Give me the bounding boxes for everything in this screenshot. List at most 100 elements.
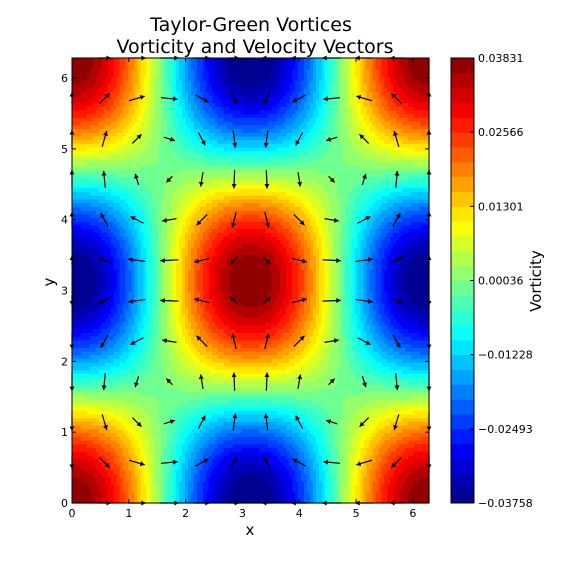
heatmap-cell bbox=[101, 254, 106, 259]
heatmap-cell bbox=[74, 362, 79, 367]
heatmap-cell bbox=[92, 350, 97, 356]
heatmap-cell bbox=[89, 87, 94, 92]
heatmap-cell bbox=[101, 432, 106, 437]
heatmap-cell bbox=[122, 180, 127, 185]
heatmap-cell bbox=[116, 224, 121, 230]
heatmap-cell bbox=[95, 187, 100, 193]
heatmap-cell bbox=[77, 58, 82, 63]
heatmap-cell bbox=[98, 469, 103, 474]
heatmap-cell bbox=[125, 358, 130, 363]
heatmap-cell bbox=[86, 391, 91, 397]
heatmap-cell bbox=[113, 210, 118, 215]
heatmap-cell bbox=[98, 439, 103, 445]
heatmap-cell bbox=[113, 491, 118, 497]
heatmap-cell bbox=[119, 358, 124, 363]
heatmap-cell bbox=[122, 439, 127, 445]
heatmap-cell bbox=[110, 495, 115, 500]
heatmap-cell bbox=[83, 121, 88, 126]
heatmap-cell bbox=[101, 465, 106, 471]
heatmap-cell bbox=[113, 206, 118, 211]
heatmap-cell bbox=[119, 87, 124, 92]
heatmap-cell bbox=[95, 113, 100, 118]
heatmap-cell bbox=[77, 165, 82, 170]
heatmap-cell bbox=[101, 454, 106, 460]
heatmap-cell bbox=[80, 306, 85, 311]
heatmap-cell bbox=[77, 184, 82, 189]
heatmap-cell bbox=[113, 321, 118, 326]
heatmap-cell bbox=[86, 388, 91, 393]
heatmap-cell bbox=[116, 132, 121, 137]
heatmap-cell bbox=[95, 402, 100, 408]
heatmap-cell bbox=[116, 339, 121, 345]
heatmap-cell bbox=[98, 358, 103, 363]
heatmap-cell bbox=[80, 161, 85, 167]
heatmap-cell bbox=[107, 310, 112, 315]
heatmap-cell bbox=[107, 98, 112, 104]
heatmap-cell bbox=[86, 258, 91, 263]
heatmap-cell bbox=[92, 65, 97, 70]
heatmap-cell bbox=[113, 172, 118, 178]
heatmap-cell bbox=[113, 287, 118, 293]
heatmap-cell bbox=[101, 369, 106, 374]
heatmap-cell bbox=[122, 473, 127, 478]
heatmap-cell bbox=[74, 454, 79, 460]
heatmap-cell bbox=[98, 339, 103, 345]
heatmap-cell bbox=[125, 213, 130, 219]
heatmap-cell bbox=[119, 124, 124, 130]
heatmap-cell bbox=[101, 239, 106, 245]
heatmap-cell bbox=[77, 121, 82, 126]
heatmap-cell bbox=[104, 191, 109, 196]
heatmap-cell bbox=[74, 187, 79, 193]
heatmap-cell bbox=[80, 247, 85, 252]
heatmap-cell bbox=[107, 343, 112, 348]
heatmap-cell bbox=[122, 317, 127, 322]
heatmap-cell bbox=[80, 239, 85, 245]
heatmap-cell bbox=[101, 310, 106, 315]
heatmap-cell bbox=[113, 250, 118, 256]
heatmap-cell bbox=[116, 243, 121, 248]
heatmap-cell bbox=[95, 217, 100, 222]
heatmap-cell bbox=[104, 202, 109, 207]
heatmap-cell bbox=[98, 306, 103, 311]
heatmap-cell bbox=[92, 462, 97, 467]
heatmap-cell bbox=[110, 369, 115, 374]
heatmap-cell bbox=[104, 443, 109, 448]
heatmap-cell bbox=[119, 410, 124, 415]
heatmap-cell bbox=[89, 395, 94, 400]
heatmap-cell bbox=[116, 195, 121, 200]
heatmap-cell bbox=[104, 232, 109, 237]
heatmap-cell bbox=[101, 80, 106, 85]
heatmap-cell bbox=[74, 410, 79, 415]
heatmap-cell bbox=[116, 273, 121, 278]
heatmap-cell bbox=[113, 380, 118, 385]
heatmap-cell bbox=[98, 109, 103, 115]
heatmap-cell bbox=[83, 443, 88, 448]
heatmap-cell bbox=[125, 451, 130, 456]
heatmap-cell bbox=[101, 135, 106, 141]
heatmap-cell bbox=[92, 198, 97, 204]
heatmap-cell bbox=[80, 477, 85, 482]
heatmap-cell bbox=[116, 495, 121, 500]
heatmap-cell bbox=[104, 276, 109, 282]
heatmap-cell bbox=[80, 336, 85, 341]
heatmap-cell bbox=[116, 358, 121, 363]
heatmap-cell bbox=[77, 332, 82, 337]
heatmap-cell bbox=[92, 287, 97, 293]
heatmap-cell bbox=[113, 139, 118, 144]
heatmap-cell bbox=[128, 465, 133, 471]
heatmap-cell bbox=[92, 239, 97, 245]
heatmap-cell bbox=[125, 176, 130, 181]
heatmap-cell bbox=[89, 65, 94, 70]
heatmap-cell bbox=[98, 313, 103, 319]
heatmap-cell bbox=[86, 228, 91, 233]
heatmap-cell bbox=[122, 436, 127, 441]
heatmap-cell bbox=[122, 388, 127, 393]
heatmap-cell bbox=[104, 210, 109, 215]
heatmap-cell bbox=[77, 358, 82, 363]
heatmap-cell bbox=[80, 243, 85, 248]
heatmap-cell bbox=[98, 228, 103, 233]
heatmap-cell bbox=[116, 302, 121, 308]
heatmap-cell bbox=[92, 121, 97, 126]
heatmap-cell bbox=[128, 477, 133, 482]
heatmap-cell bbox=[83, 265, 88, 270]
